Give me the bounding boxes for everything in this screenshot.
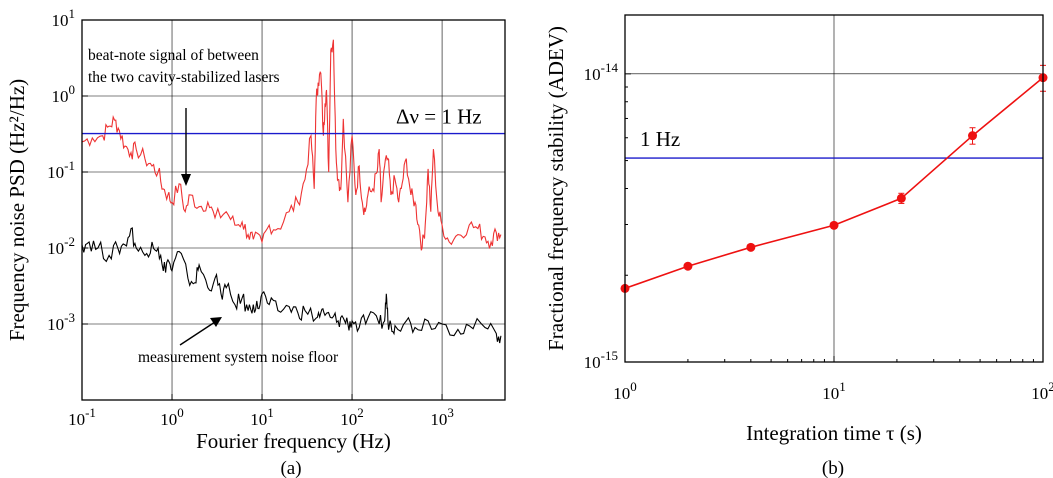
chart-a-panel-label: (a) — [280, 458, 301, 478]
chart-a-series — [81, 39, 502, 344]
data-point — [968, 131, 978, 141]
y-tick-label: 10-15 — [584, 348, 618, 372]
chart-b-y-axis-label: Fractional frequency stability (ADEV) — [544, 26, 568, 351]
chart-a-reference-label: Δν = 1 Hz — [396, 105, 482, 129]
chart-b-panel-label: (b) — [822, 458, 844, 478]
chart-a-y-axis-label: Frequency noise PSD (Hz²/Hz) — [5, 79, 29, 341]
arrow-beat-note-head — [181, 174, 191, 186]
chart-a-annotation-beatnote-line2: the two cavity-stabilized lasers — [88, 69, 280, 86]
y-tick-label: 10-1 — [47, 158, 75, 182]
x-tick-label: 100 — [613, 379, 637, 403]
x-tick-label: 10-1 — [68, 405, 96, 429]
chart-a-annotation-noise-floor: measurement system noise floor — [138, 349, 339, 366]
data-point — [829, 220, 839, 230]
chart-a-annotation-arrows — [179, 108, 222, 346]
arrow-noise-floor-head — [210, 317, 222, 327]
series-noise-floor — [81, 227, 502, 344]
chart-a-x-axis-label: Fourier frequency (Hz) — [196, 429, 391, 453]
chart-b-ticks: 100 101 102 10-15 10-14 — [584, 60, 1053, 403]
arrow-noise-floor-shaft — [179, 321, 216, 346]
chart-b-grid — [625, 15, 1043, 362]
x-tick-label: 100 — [160, 405, 184, 429]
data-point — [896, 193, 906, 203]
y-tick-label: 101 — [52, 6, 76, 30]
chart-b-reference-label: 1 Hz — [640, 127, 680, 151]
y-tick-label: 10-3 — [47, 310, 75, 334]
series-beat-note — [81, 39, 502, 251]
chart-a-frame — [81, 19, 506, 401]
chart-a-annotation-beatnote-line1: beat-note signal of between — [88, 47, 259, 64]
chart-b-x-axis-label: Integration time τ (s) — [746, 421, 922, 445]
data-point — [683, 261, 693, 271]
y-tick-label: 10-2 — [47, 234, 75, 258]
chart-a-ticks: 10-1 100 101 102 103 10-3 10-2 10-1 100 101 — [47, 6, 454, 429]
x-tick-label: 102 — [1031, 379, 1053, 403]
chart-panel-a: 10-1 100 101 102 103 10-3 10-2 10-1 100 101 Δν = … — [5, 6, 506, 478]
y-tick-label: 10-14 — [584, 60, 619, 84]
y-tick-label: 100 — [52, 82, 76, 106]
data-point — [746, 242, 756, 252]
x-tick-label: 101 — [822, 379, 846, 403]
x-tick-label: 101 — [250, 405, 274, 429]
chart-panel-b: 100 101 102 10-15 10-14 1 Hz Integration tim… — [544, 14, 1053, 478]
x-tick-label: 103 — [430, 405, 454, 429]
x-tick-label: 102 — [340, 405, 364, 429]
chart-a-grid — [82, 20, 505, 400]
